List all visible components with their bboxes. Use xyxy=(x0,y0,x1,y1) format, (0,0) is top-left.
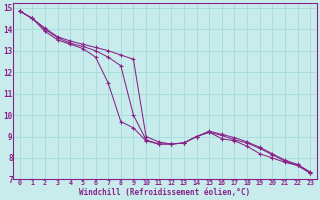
X-axis label: Windchill (Refroidissement éolien,°C): Windchill (Refroidissement éolien,°C) xyxy=(79,188,251,197)
